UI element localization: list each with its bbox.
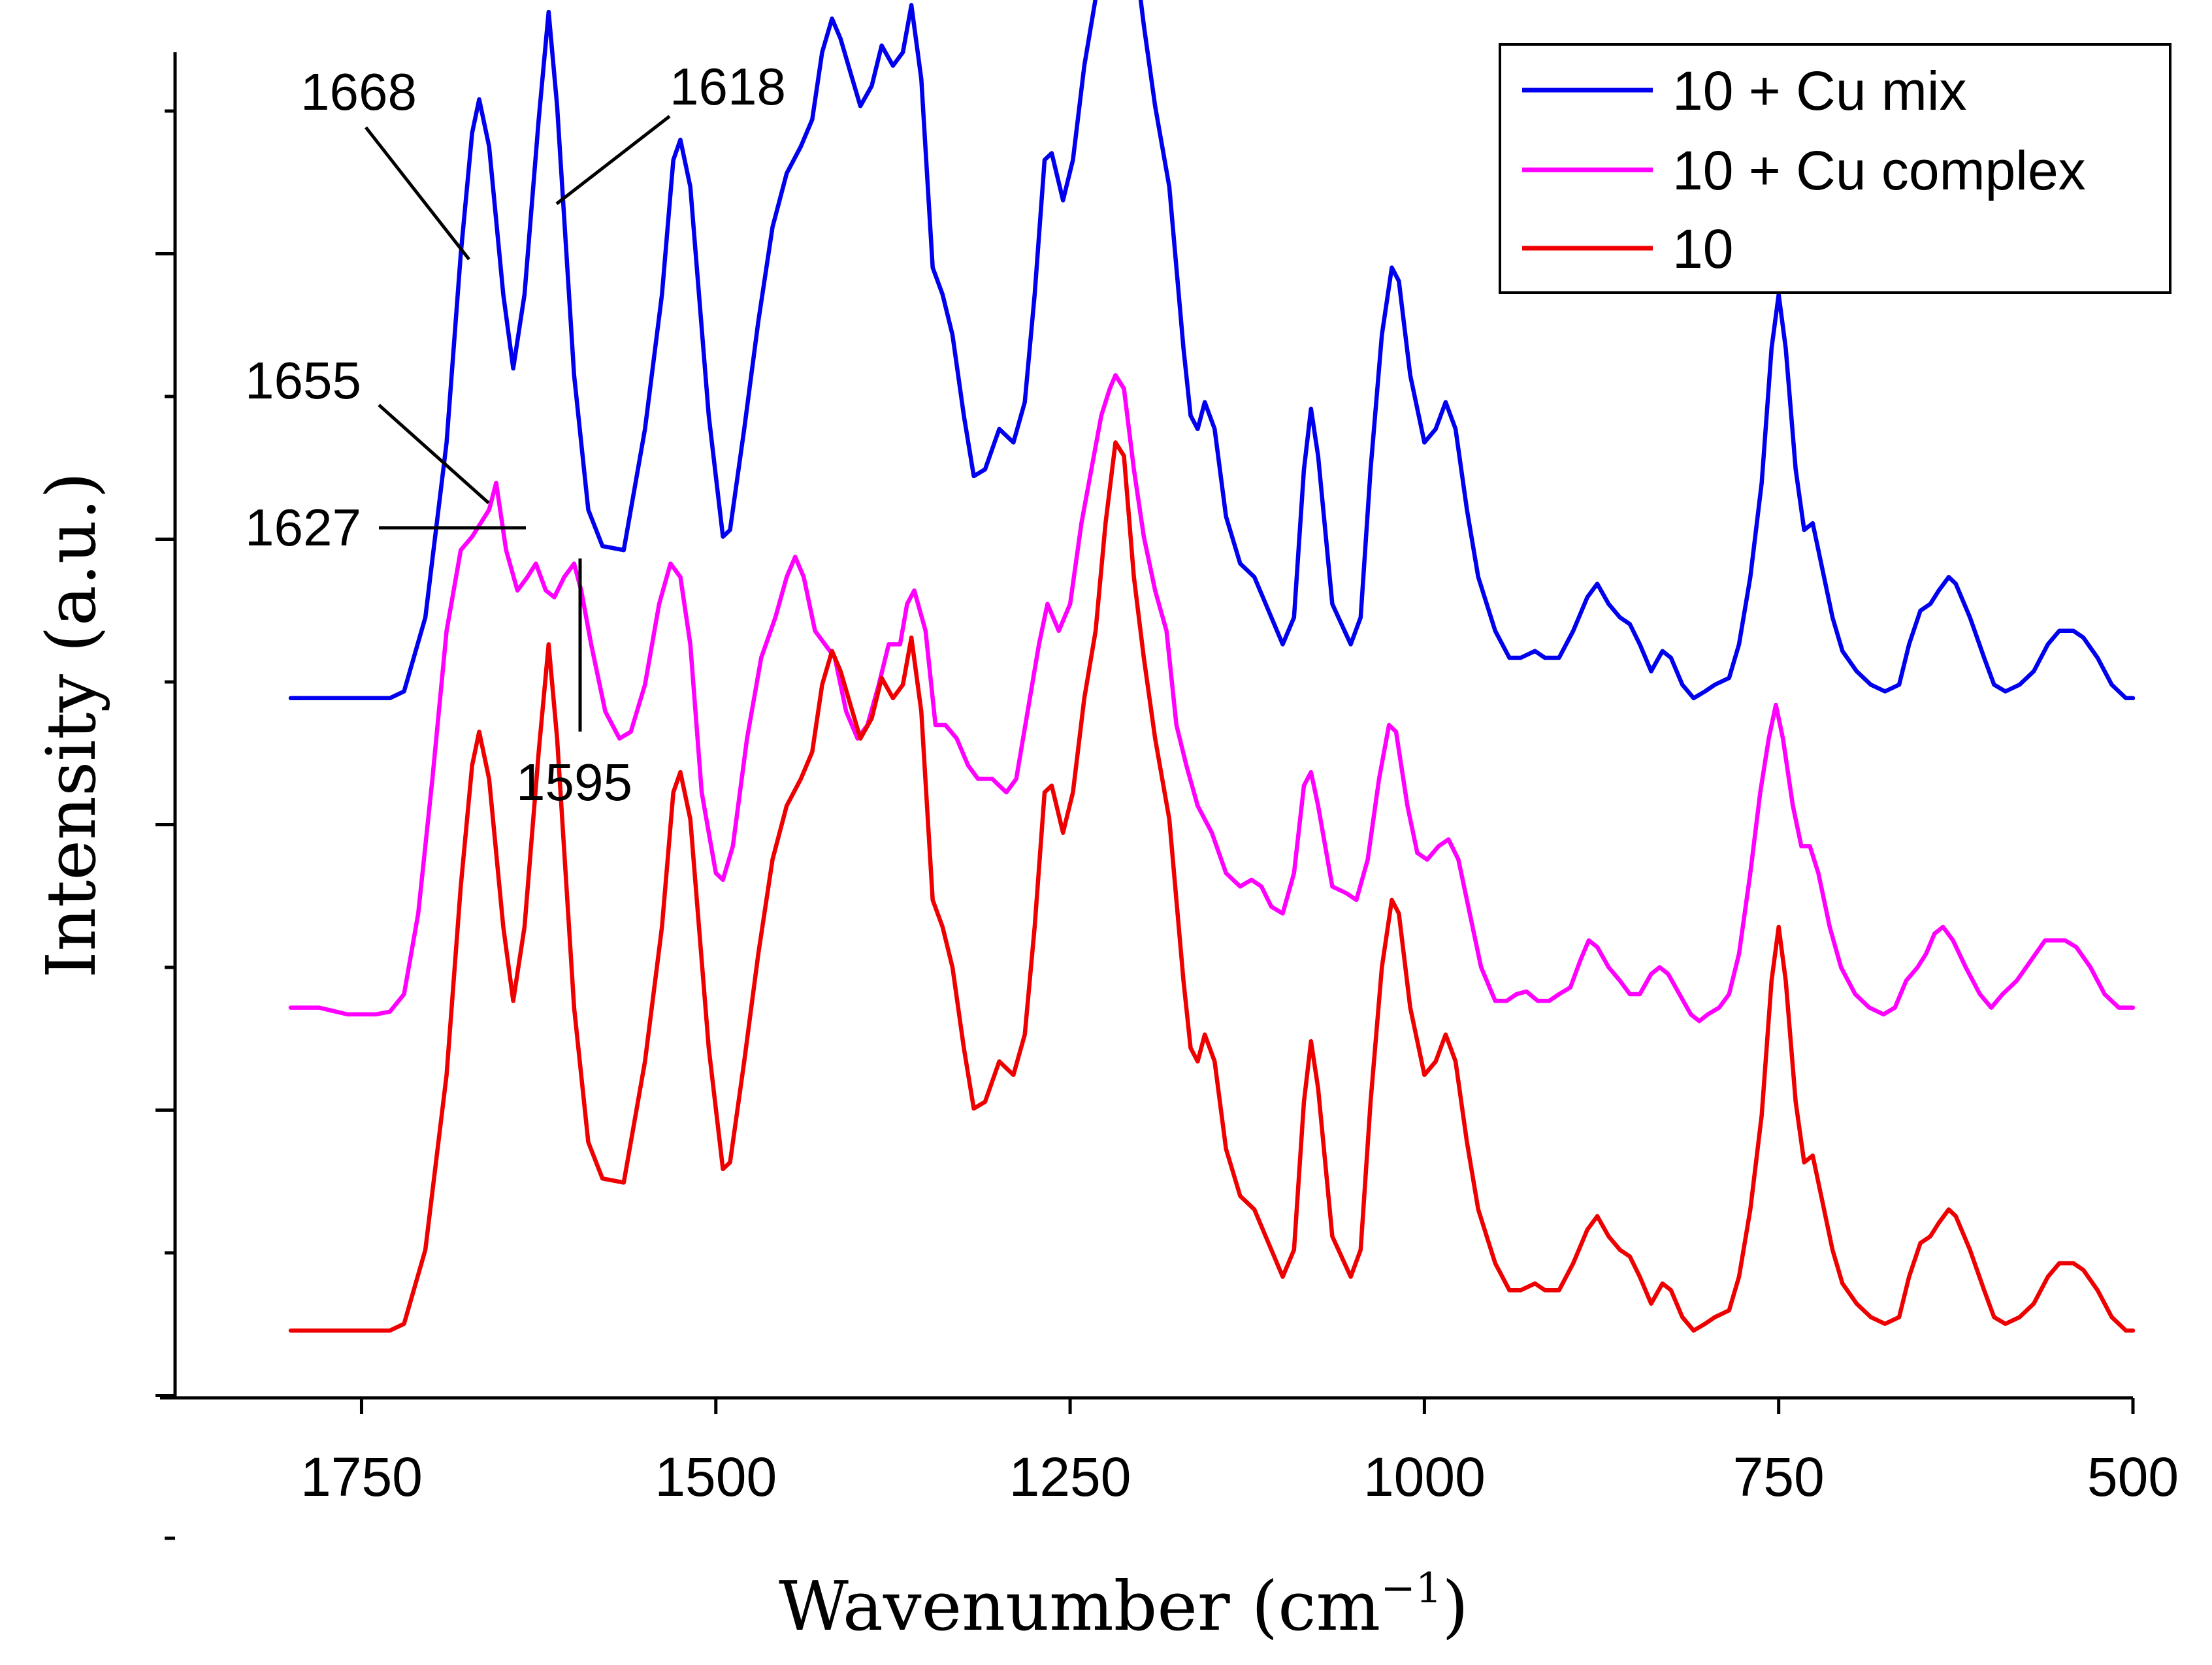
x-axis-title-superscript: −1 xyxy=(1380,1564,1442,1613)
series-line-1 xyxy=(288,373,2136,1024)
legend-label-0: 10 + Cu mix xyxy=(1672,60,1967,121)
annotation-label-1595: 1595 xyxy=(516,753,632,811)
annotation-label-1655: 1655 xyxy=(245,351,361,410)
x-tick-label-750: 750 xyxy=(1733,1446,1825,1508)
x-tick-label-1750: 1750 xyxy=(301,1446,423,1508)
series-layer xyxy=(288,0,2136,1333)
x-tick-label-1500: 1500 xyxy=(655,1446,777,1508)
y-ticks xyxy=(155,109,175,1540)
series-line-0 xyxy=(288,0,2136,701)
y-axis-title: Intensity (a.u.) xyxy=(31,472,111,978)
annotation-layer: 1668 1618 1655 1627 1595 xyxy=(245,57,786,811)
annotation-leader-1668 xyxy=(365,126,470,261)
annotation-leader-1655 xyxy=(378,404,490,504)
x-ticks: 1750 1500 1250 1000 750 500 xyxy=(301,1398,2179,1508)
legend: 10 + Cu mix 10 + Cu complex 10 xyxy=(1499,43,2171,294)
x-tick-label-1000: 1000 xyxy=(1363,1446,1486,1508)
series-line-2 xyxy=(288,440,2136,1333)
x-tick-label-1250: 1250 xyxy=(1009,1446,1131,1508)
x-axis-title: Wavenumber (cm−1) xyxy=(779,1564,1469,1646)
annotation-label-1627: 1627 xyxy=(245,498,361,557)
annotation-leader-1618 xyxy=(555,115,671,205)
x-tick-label-500: 500 xyxy=(2087,1446,2179,1508)
annotation-label-1618: 1618 xyxy=(670,57,786,116)
annotation-label-1668: 1668 xyxy=(301,63,417,121)
legend-label-2: 10 xyxy=(1672,218,1733,280)
legend-label-1: 10 + Cu complex xyxy=(1672,140,2086,201)
